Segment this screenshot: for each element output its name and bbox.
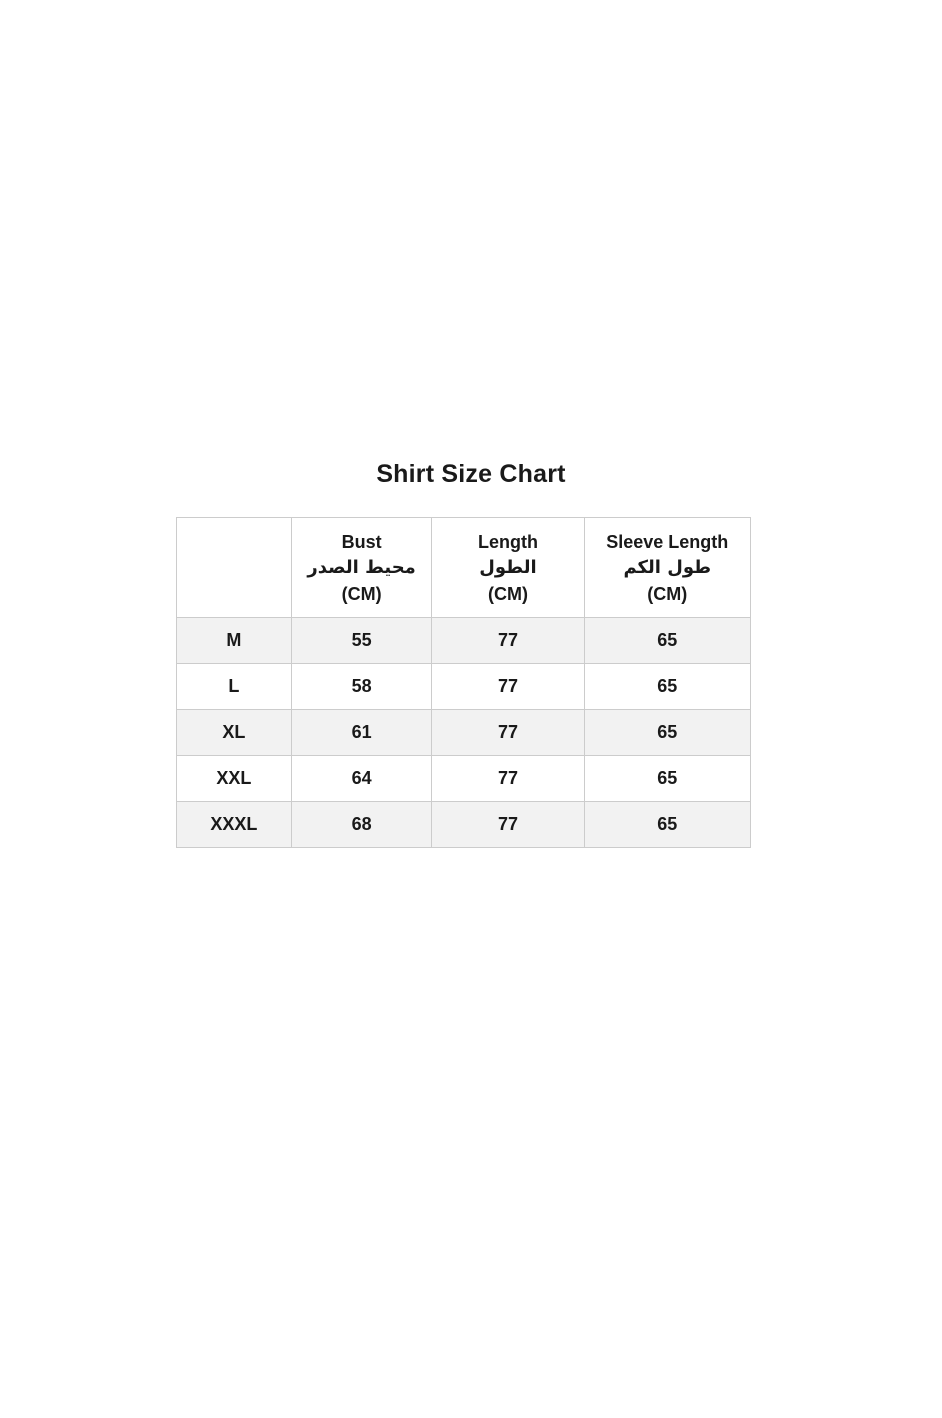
length-cell: 77 xyxy=(431,709,585,756)
header-length-column: Length الطول (CM) xyxy=(431,517,585,618)
size-cell: L xyxy=(176,663,292,710)
bust-cell: 68 xyxy=(290,801,433,848)
header-sleeve-column: Sleeve Length طول الكم (CM) xyxy=(583,517,752,618)
table-header: Bust محيط الصدر (CM) Length الطول (CM) S… xyxy=(176,517,752,618)
length-cell: 77 xyxy=(431,801,585,848)
size-cell: M xyxy=(176,617,292,664)
sleeve-cell: 65 xyxy=(583,617,752,664)
sleeve-cell: 65 xyxy=(583,709,752,756)
table-row: XXXL 68 77 65 xyxy=(176,801,752,848)
sleeve-cell: 65 xyxy=(583,663,752,710)
table-row: L 58 77 65 xyxy=(176,663,752,710)
header-bust-unit: (CM) xyxy=(341,583,382,604)
header-length-unit: (CM) xyxy=(487,583,528,604)
bust-cell: 58 xyxy=(290,663,433,710)
table-row: XL 61 77 65 xyxy=(176,709,752,756)
header-bust-en: Bust xyxy=(341,531,382,552)
bust-cell: 64 xyxy=(290,755,433,802)
sleeve-cell: 65 xyxy=(583,755,752,802)
header-sleeve-en: Sleeve Length xyxy=(606,531,729,552)
header-bust-column: Bust محيط الصدر (CM) xyxy=(290,517,433,618)
table-body: M 55 77 65 L 58 77 65 XL 61 77 65 XXL 64… xyxy=(176,617,752,848)
sleeve-cell: 65 xyxy=(583,801,752,848)
size-chart-table: Bust محيط الصدر (CM) Length الطول (CM) S… xyxy=(176,517,752,848)
header-size-column xyxy=(176,517,292,618)
header-bust-ar: محيط الصدر xyxy=(307,556,416,578)
header-row: Bust محيط الصدر (CM) Length الطول (CM) S… xyxy=(176,517,752,618)
size-cell: XXL xyxy=(176,755,292,802)
header-sleeve-ar: طول الكم xyxy=(623,556,712,578)
length-cell: 77 xyxy=(431,663,585,710)
size-cell: XXXL xyxy=(176,801,292,848)
page-title: Shirt Size Chart xyxy=(376,460,566,488)
bust-cell: 55 xyxy=(290,617,433,664)
table-row: XXL 64 77 65 xyxy=(176,755,752,802)
header-length-en: Length xyxy=(477,531,538,552)
bust-cell: 61 xyxy=(290,709,433,756)
length-cell: 77 xyxy=(431,617,585,664)
length-cell: 77 xyxy=(431,755,585,802)
table-row: M 55 77 65 xyxy=(176,617,752,664)
size-cell: XL xyxy=(176,709,292,756)
header-length-ar: الطول xyxy=(479,556,537,578)
header-sleeve-unit: (CM) xyxy=(647,583,688,604)
